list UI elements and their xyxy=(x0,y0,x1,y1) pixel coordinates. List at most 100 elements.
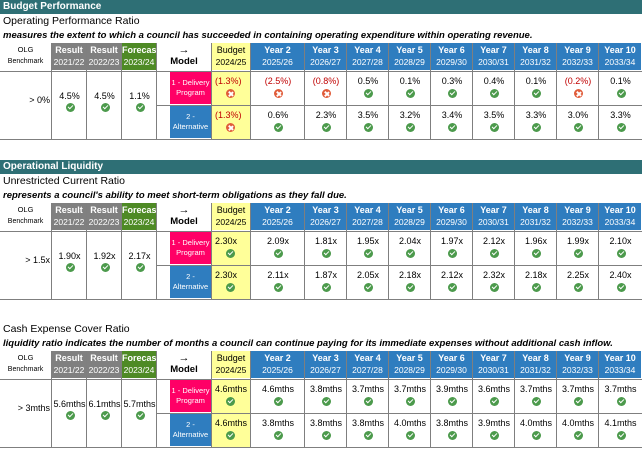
grid-line xyxy=(156,43,157,139)
check-circle-icon xyxy=(364,397,373,406)
check-circle-icon xyxy=(574,431,583,440)
grid-line xyxy=(472,351,473,447)
check-circle-icon xyxy=(274,123,283,132)
check-circle-icon xyxy=(274,249,283,258)
alternative-value: 2.30x xyxy=(215,270,238,280)
header-year-label: Year 2 xyxy=(264,353,291,363)
check-circle-icon xyxy=(616,431,626,440)
header-year-label: Year 6 xyxy=(438,353,465,363)
header-year: Year 6 2029/30 xyxy=(431,351,472,378)
grid-line xyxy=(388,203,389,299)
model-delivery-program: 1 - Delivery Program xyxy=(170,232,211,264)
header-result-period: 2021/22 xyxy=(53,217,85,227)
cross-circle-icon xyxy=(226,89,235,98)
grid-line xyxy=(86,203,87,299)
alternative-value: 2.18x xyxy=(398,270,422,280)
grid-line xyxy=(0,71,642,72)
header-result-label: Result xyxy=(55,205,83,215)
metric-description: liquidity ratio indicates the number of … xyxy=(3,338,613,349)
check-circle-icon xyxy=(574,123,583,132)
header-year-period: 2029/30 xyxy=(436,57,467,67)
header-olg-benchmark-label: OLG xyxy=(17,353,34,362)
alternative-value: 2.3% xyxy=(315,110,337,120)
delivery-value: (1.3%) xyxy=(215,76,242,86)
delivery-value: 3.7mths xyxy=(519,384,552,394)
model-delivery-program: 1 - Delivery Program xyxy=(170,72,211,104)
metric-title: Unrestricted Current Ratio xyxy=(3,175,125,187)
alternative-value: 1.87x xyxy=(314,270,338,280)
check-circle-icon xyxy=(65,411,75,420)
check-circle-icon xyxy=(65,103,75,112)
history-value: 5.6mths xyxy=(53,399,86,409)
header-year-label: Year 9 xyxy=(564,353,591,363)
check-circle-icon xyxy=(406,89,415,98)
alternative-value: 2.05x xyxy=(356,270,380,280)
check-circle-icon xyxy=(532,397,541,406)
header-result: Result 2022/23 xyxy=(87,203,121,230)
delivery-value: (0.2%) xyxy=(564,76,592,86)
check-circle-icon xyxy=(448,431,457,440)
header-year: Year 7 2030/31 xyxy=(473,203,514,230)
check-circle-icon xyxy=(135,263,145,272)
alternative-value: 3.8mths xyxy=(435,418,468,428)
header-year-period: 2025/26 xyxy=(262,217,293,227)
history-value: 4.5% xyxy=(94,91,115,101)
check-circle-icon xyxy=(135,103,145,112)
header-year: Year 6 2029/30 xyxy=(431,43,472,70)
header-budget: Budget 2024/25 xyxy=(212,351,250,378)
check-circle-icon xyxy=(616,123,626,132)
header-year-label: Year 9 xyxy=(564,45,591,55)
header-year-period: 2033/34 xyxy=(604,217,636,227)
header-year-period: 2033/34 xyxy=(604,365,636,375)
delivery-value: 0.1% xyxy=(525,76,547,86)
header-year: Year 5 2028/29 xyxy=(389,203,430,230)
header-result-label: Result xyxy=(90,45,118,55)
header-forecast-label: Forecast xyxy=(122,45,160,55)
check-circle-icon xyxy=(490,431,499,440)
header-year-label: Year 5 xyxy=(396,353,423,363)
delivery-value: 2.12x xyxy=(482,236,506,246)
alternative-value: (1.3%) xyxy=(215,110,242,120)
alternative-value: 4.6mths xyxy=(215,418,248,428)
model-alternative: 2 - Alternative xyxy=(170,414,211,446)
delivery-value: 1.99x xyxy=(566,236,590,246)
header-year: Year 10 2033/34 xyxy=(599,351,641,378)
header-year-label: Year 10 xyxy=(604,205,636,215)
grid-line xyxy=(121,351,122,447)
header-year: Year 7 2030/31 xyxy=(473,43,514,70)
grid-line xyxy=(598,351,599,447)
header-year-period: 2029/30 xyxy=(436,365,467,375)
grid-line xyxy=(157,265,642,266)
header-forecast: Forecast 2023/24 xyxy=(122,43,160,70)
header-result-label: Result xyxy=(55,45,83,55)
check-circle-icon xyxy=(490,89,499,98)
delivery-value: 3.6mths xyxy=(477,384,510,394)
check-circle-icon xyxy=(364,123,373,132)
alternative-value: 2.25x xyxy=(566,270,590,280)
grid-line xyxy=(157,105,642,106)
metric-title: Cash Expense Cover Ratio xyxy=(3,323,130,335)
header-result: Result 2022/23 xyxy=(87,351,121,378)
check-circle-icon xyxy=(226,431,235,440)
header-year-label: Year 10 xyxy=(604,45,636,55)
header-year-label: Year 10 xyxy=(604,353,636,363)
header-year-period: 2032/33 xyxy=(562,217,593,227)
check-circle-icon xyxy=(406,431,415,440)
header-olg-benchmark: OLG Benchmark xyxy=(0,43,51,70)
alternative-value: 3.5% xyxy=(483,110,505,120)
check-circle-icon xyxy=(490,123,499,132)
grid-line xyxy=(121,43,122,139)
header-year-period: 2032/33 xyxy=(562,57,593,67)
check-circle-icon xyxy=(532,249,541,258)
grid-line xyxy=(388,351,389,447)
header-model: → Model xyxy=(157,351,211,378)
grid-line xyxy=(514,203,515,299)
grid-line xyxy=(556,351,557,447)
delivery-value: 0.1% xyxy=(399,76,421,86)
header-year-period: 2030/31 xyxy=(478,57,509,67)
header-year-period: 2030/31 xyxy=(478,365,509,375)
header-olg-benchmark-period: Benchmark xyxy=(7,58,44,65)
header-budget-period: 2024/25 xyxy=(215,365,247,375)
header-forecast-period: 2023/24 xyxy=(123,365,155,375)
header-year: Year 4 2027/28 xyxy=(347,203,388,230)
